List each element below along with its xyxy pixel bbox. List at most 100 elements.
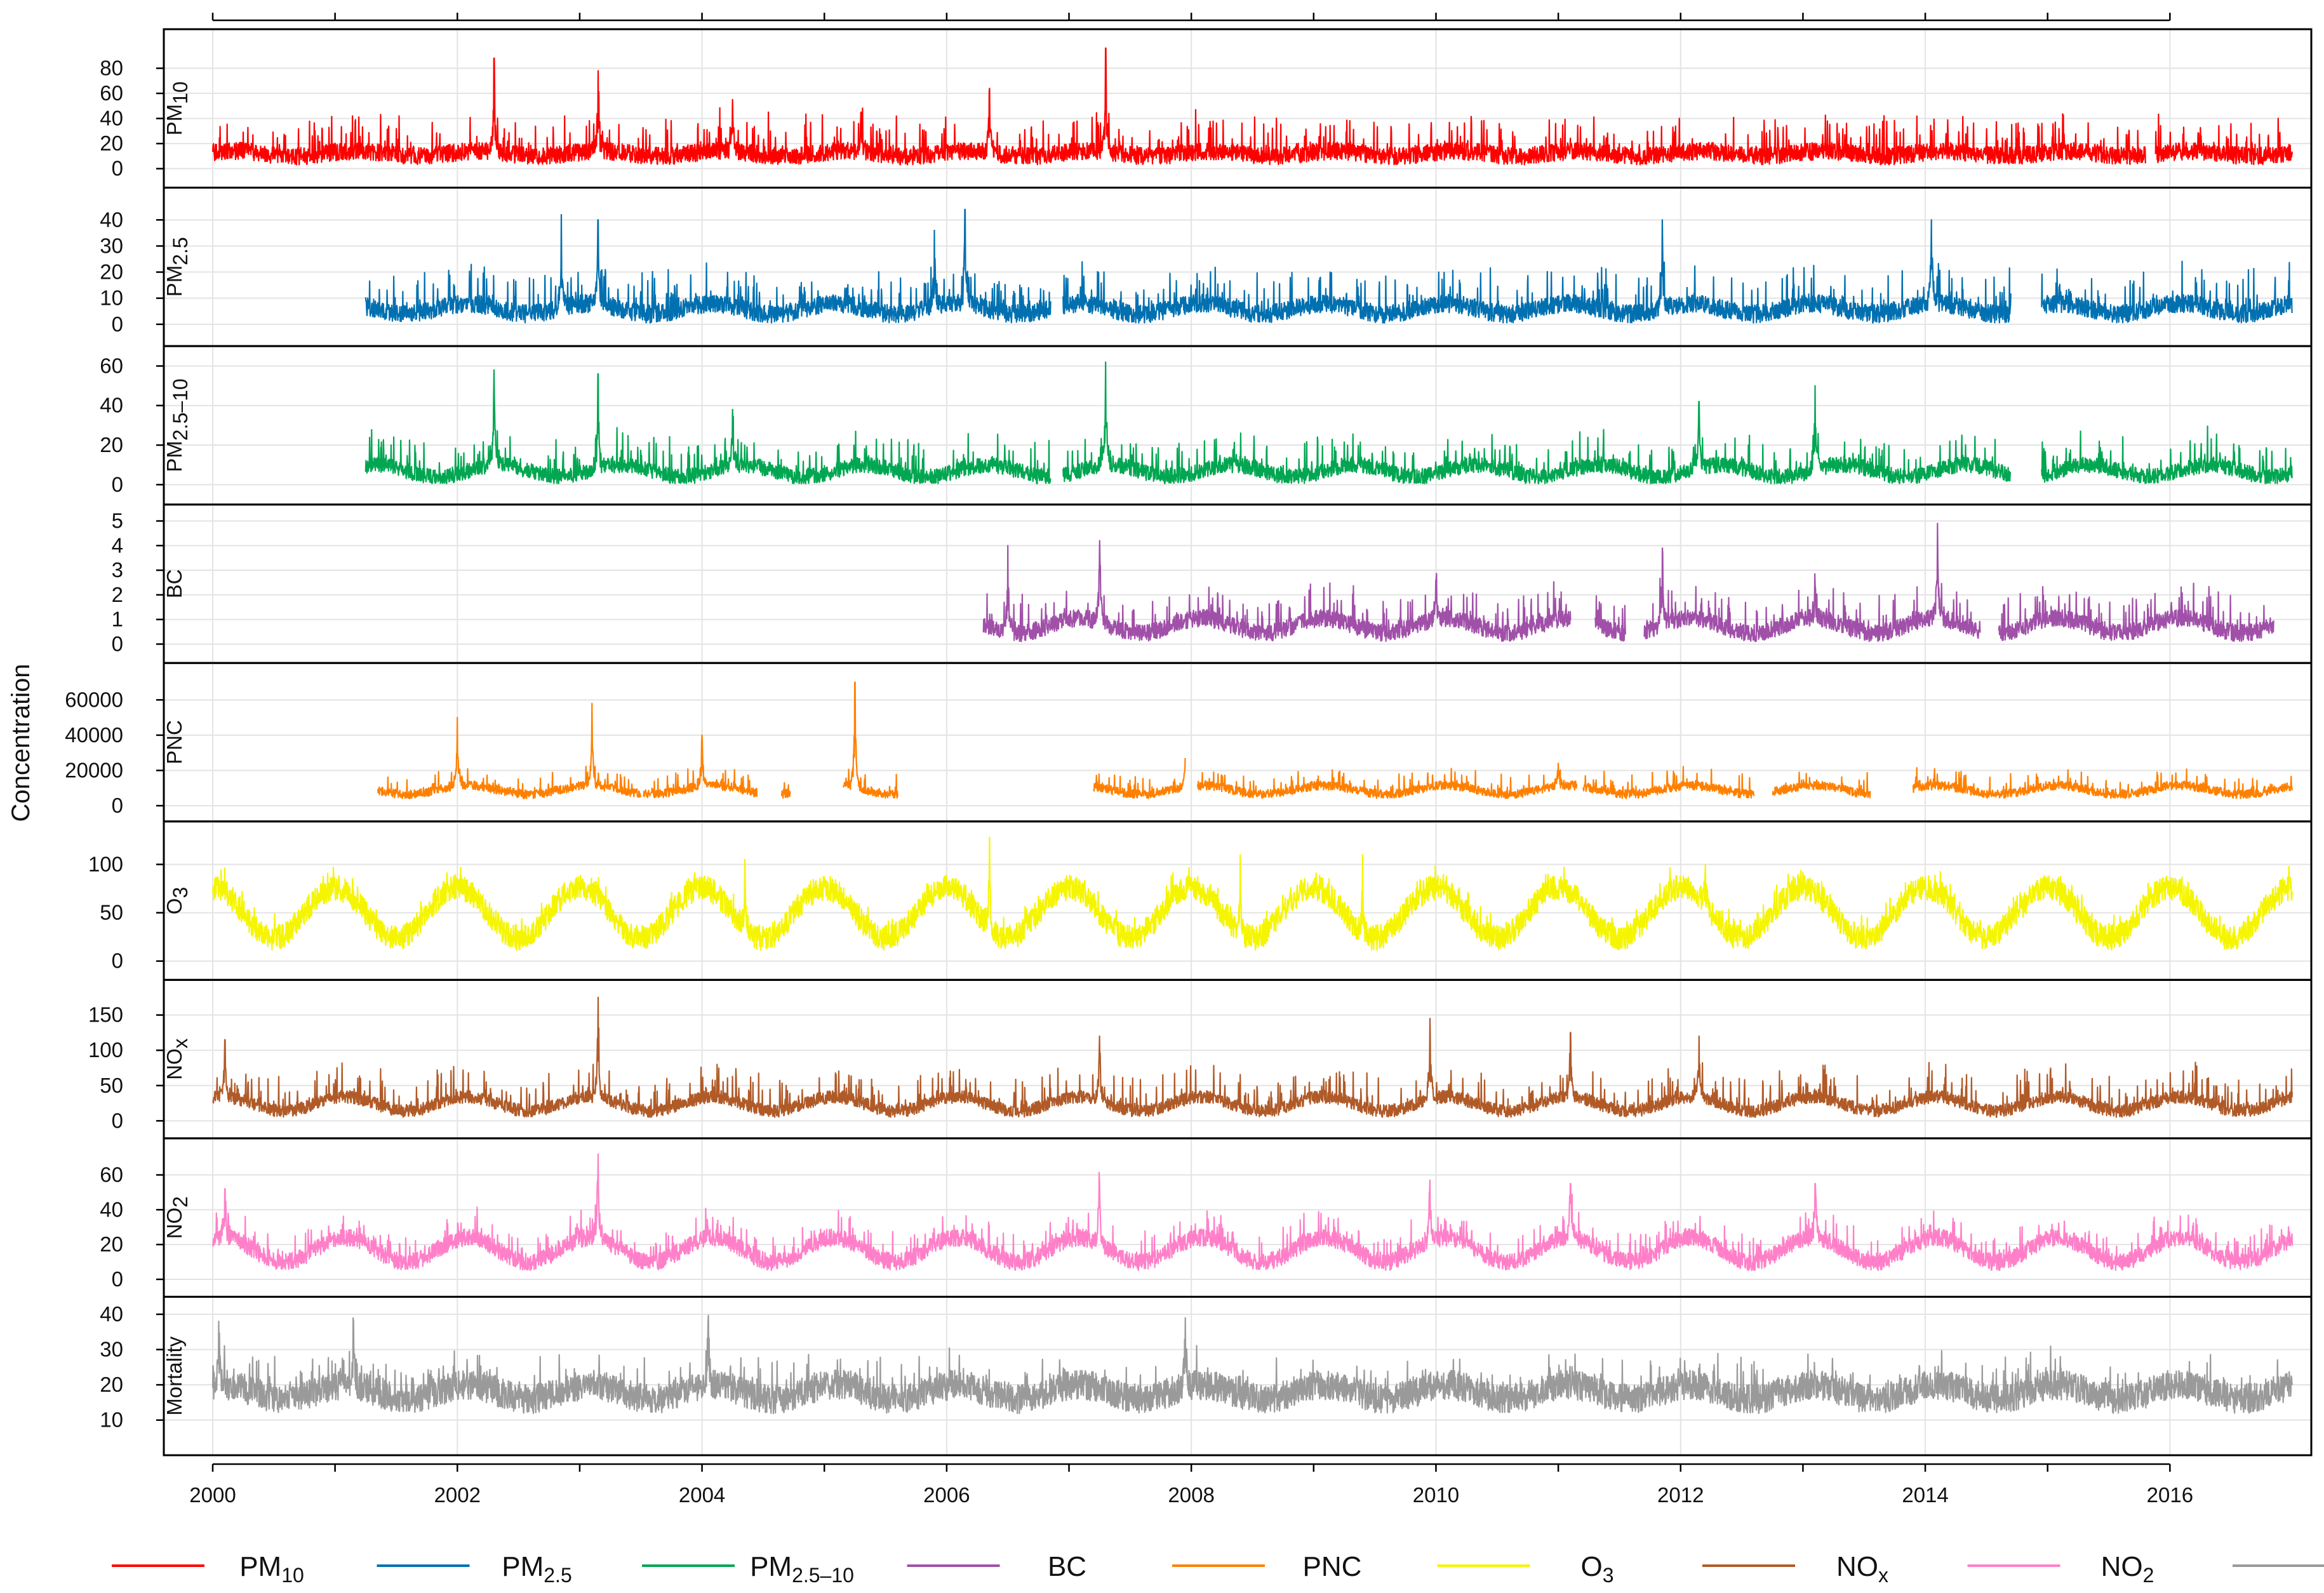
y-tick-label-pnc: 40000: [65, 723, 123, 747]
y-axis-no2: 0 20 40 60: [100, 1163, 164, 1291]
y-tick-label-nox: 100: [88, 1038, 123, 1062]
series-mortality: [211, 1314, 2294, 1415]
series-nox: [212, 996, 2294, 1118]
panel-o3: 0 50 100 O3: [88, 820, 2313, 981]
y-axis-pnc: 0 20000 40000 60000: [65, 688, 164, 817]
panel-frame-pm2510: [163, 345, 2313, 506]
panel-label-pm2510: PM2.5–10: [163, 378, 192, 472]
y-tick-label-pm10: 20: [100, 131, 123, 155]
y-axis-nox: 0 50 100 150: [88, 1003, 164, 1132]
y-tick-label-no2: 40: [100, 1197, 123, 1221]
legend-label: BC: [1048, 1551, 1086, 1582]
series-line-pnc: [781, 782, 791, 799]
legend: PM10 PM2.5 PM2.5–10 BC PNC O3 NOx NO2 Mortality: [112, 1551, 2324, 1587]
panel-frame-mortality: [163, 1295, 2313, 1456]
y-tick-label-pnc: 0: [112, 794, 123, 817]
y-tick-label-pm10: 80: [100, 57, 123, 80]
y-tick-label-mortality: 30: [100, 1338, 123, 1361]
x-tick-label: 2010: [1413, 1483, 1459, 1507]
x-tick-label: 2006: [923, 1483, 970, 1507]
gridlines-pm25: [164, 187, 2311, 347]
y-tick-label-pm10: 0: [112, 157, 123, 180]
gridlines-bc: [164, 504, 2311, 663]
legend-label: NOx: [1836, 1551, 1888, 1587]
y-tick-label-pm10: 60: [100, 81, 123, 105]
series-pm2510: [364, 361, 2293, 484]
series-line-bc: [982, 540, 1572, 643]
y-tick-label-pm25: 0: [112, 312, 123, 336]
panel-label-mortality: Mortality: [163, 1336, 186, 1415]
series-line-pm25: [2041, 260, 2293, 324]
x-tick-label: 2014: [1902, 1483, 1948, 1507]
x-tick-label: 2004: [679, 1483, 725, 1507]
series-line-pm2510: [2041, 425, 2293, 484]
y-tick-label-pnc: 20000: [65, 758, 123, 782]
series-pm25: [364, 208, 2293, 324]
x-tick-label: 2012: [1657, 1483, 1704, 1507]
panel-label-pm10: PM10: [163, 81, 192, 135]
x-tick-label: 2016: [2147, 1483, 2193, 1507]
legend-label: NO2: [2101, 1551, 2154, 1587]
y-tick-label-no2: 20: [100, 1232, 123, 1256]
y-tick-label-o3: 0: [112, 949, 123, 973]
gridlines-nox: [164, 980, 2311, 1138]
series-line-mortality: [211, 1314, 2294, 1415]
legend-item: PM2.5–10: [642, 1551, 854, 1587]
y-tick-label-mortality: 10: [100, 1408, 123, 1432]
x-axis-top: [211, 13, 2171, 22]
legend-item: O3: [1437, 1551, 1614, 1587]
panel-nox: 0 50 100 150 NOx: [88, 978, 2313, 1140]
y-axis-label: Concentration: [7, 663, 35, 822]
y-tick-label-mortality: 40: [100, 1302, 123, 1326]
legend-item: Mortality: [2233, 1564, 2324, 1567]
legend-label: PM2.5: [502, 1551, 571, 1587]
x-axis-bottom: 2000 2002 2004 2006 2008 2010 2012 2014 2016: [189, 1463, 2193, 1507]
legend-label: PNC: [1303, 1551, 1362, 1582]
y-tick-label-pm2510: 0: [112, 472, 123, 496]
series-line-bc: [1643, 523, 1981, 643]
series-line-o3: [211, 836, 2294, 951]
y-axis-o3: 0 50 100: [88, 852, 164, 973]
y-tick-label-nox: 150: [88, 1003, 123, 1027]
panel-pnc: 0 20000 40000 60000 PNC: [65, 662, 2313, 823]
panel-label-pnc: PNC: [163, 720, 186, 764]
y-tick-label-mortality: 20: [100, 1373, 123, 1396]
series-line-pm2510: [1062, 361, 2012, 484]
series-line-pm10: [2154, 113, 2294, 166]
gridlines-pnc: [164, 663, 2311, 822]
y-tick-label-bc: 2: [112, 583, 123, 606]
panel-mortality: 10 20 30 40 Mortality: [100, 1295, 2313, 1456]
legend-item: PM10: [112, 1551, 304, 1587]
series-no2: [211, 1153, 2294, 1272]
series-line-bc: [1998, 582, 2274, 643]
panel-frame-pm10: [163, 28, 2313, 189]
y-tick-label-no2: 0: [112, 1267, 123, 1291]
series-line-pnc: [1772, 771, 1871, 799]
panels-group: 020406080PM10010203040PM2.50204060PM2.5–…: [65, 28, 2313, 1456]
y-tick-label-bc: 5: [112, 509, 123, 533]
y-tick-label-pm25: 10: [100, 286, 123, 310]
gridlines-mortality: [164, 1296, 2311, 1455]
panel-label-bc: BC: [163, 570, 186, 599]
series-line-pnc: [1197, 763, 1578, 799]
y-tick-label-nox: 50: [100, 1074, 123, 1097]
series-line-pm25: [364, 208, 1052, 324]
series-line-pnc: [1582, 766, 1755, 799]
legend-label: PM2.5–10: [750, 1551, 854, 1587]
y-tick-label-o3: 100: [88, 852, 123, 876]
y-tick-label-pm10: 40: [100, 107, 123, 130]
y-tick-label-pm25: 20: [100, 260, 123, 284]
panel-frame-no2: [163, 1137, 2313, 1298]
gridlines-pm2510: [164, 346, 2311, 505]
y-tick-label-o3: 50: [100, 901, 123, 924]
legend-item: BC: [907, 1551, 1086, 1582]
y-axis-pm2510: 0 20 40 60: [100, 354, 164, 496]
gridlines-pm10: [164, 29, 2311, 188]
y-tick-label-pm2510: 20: [100, 433, 123, 457]
